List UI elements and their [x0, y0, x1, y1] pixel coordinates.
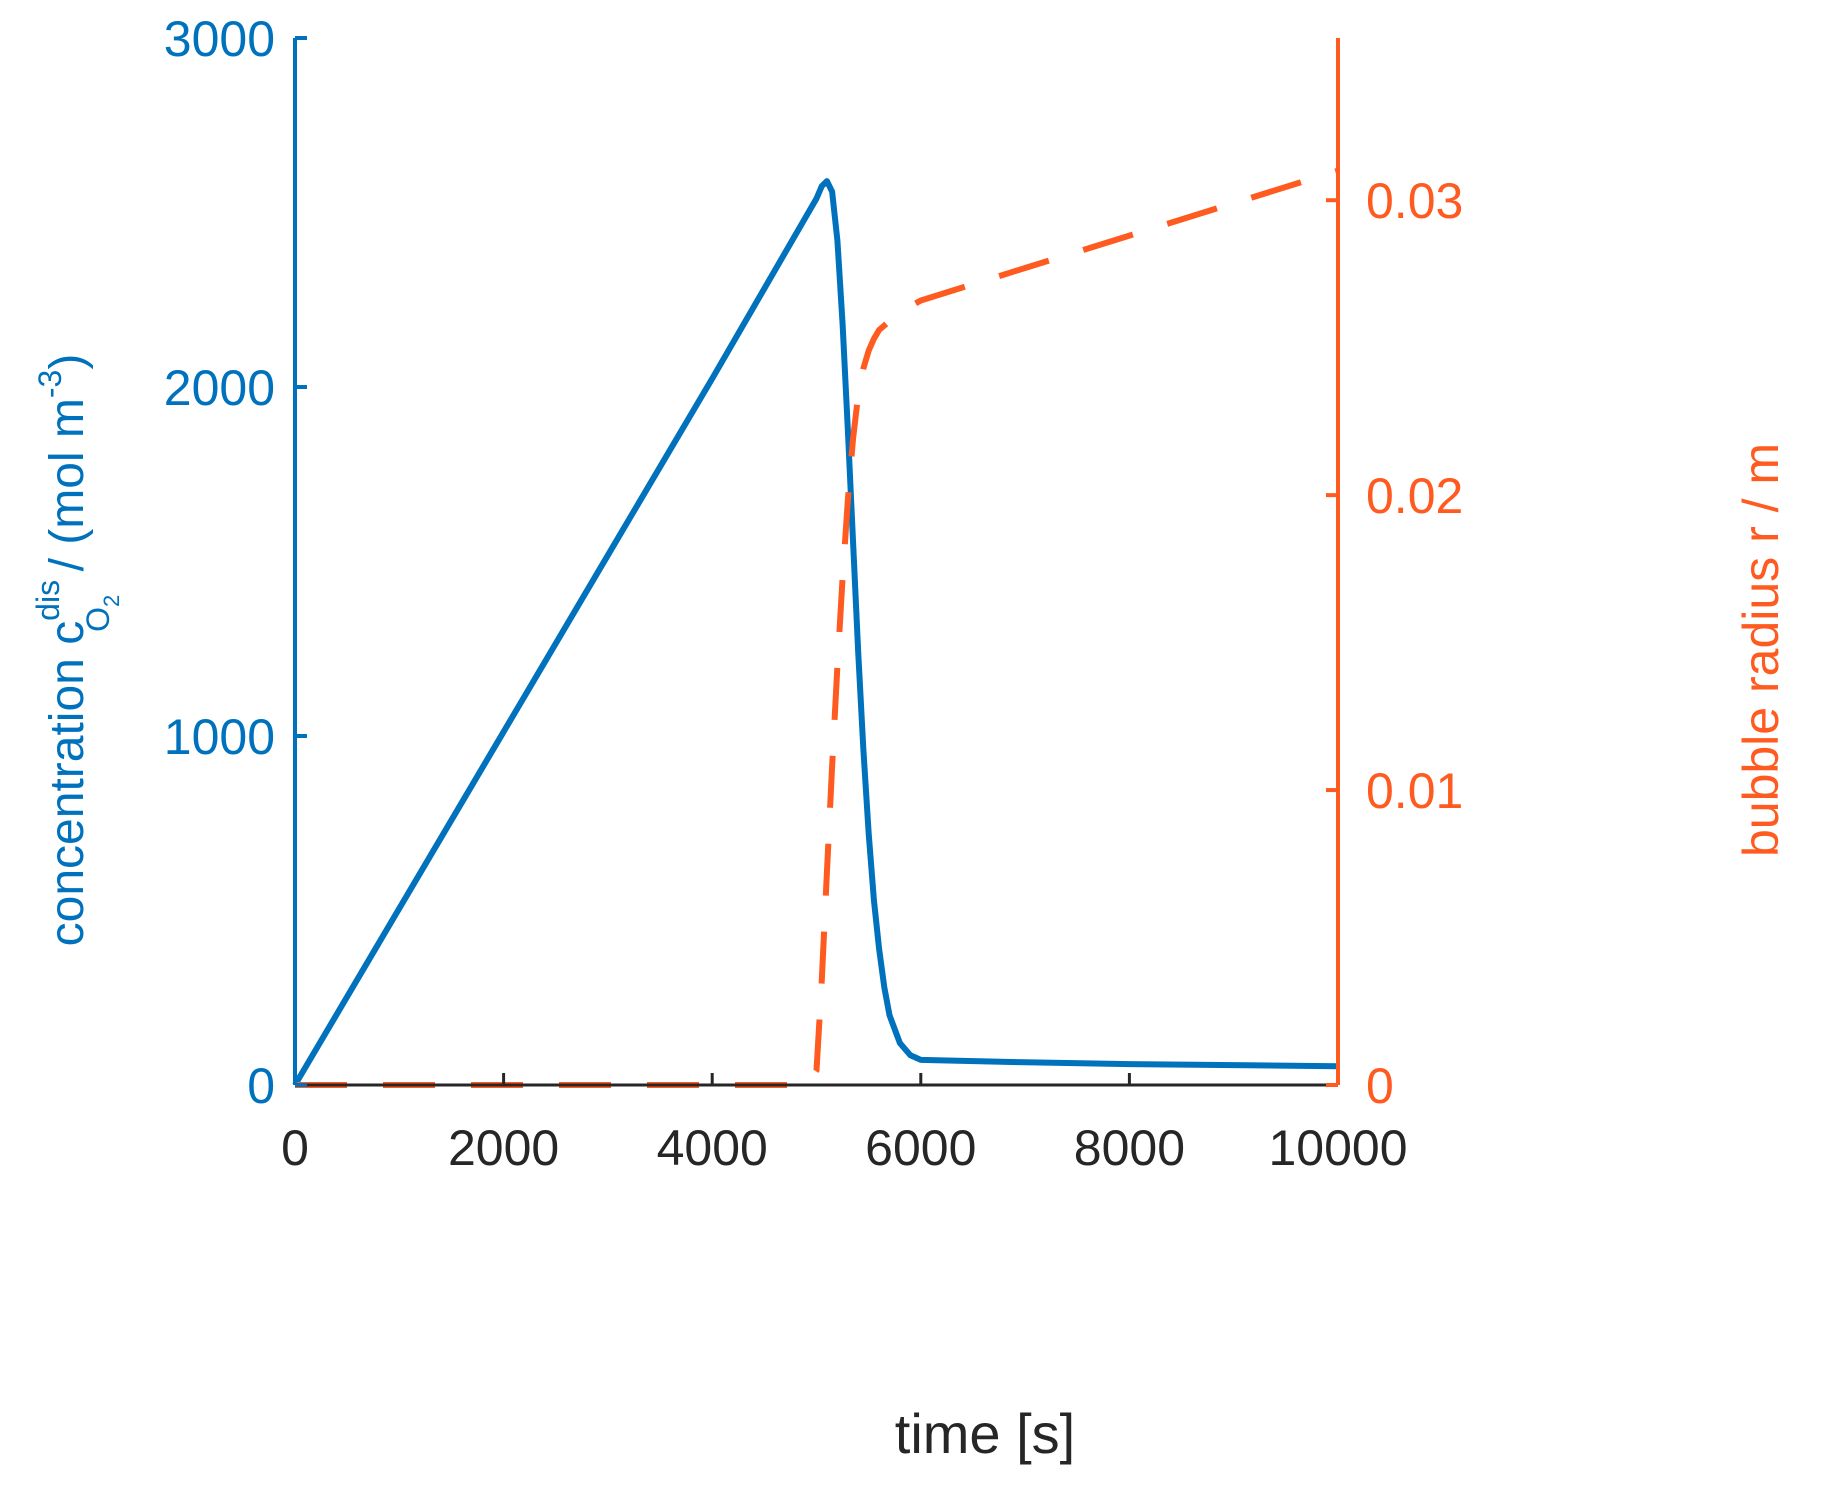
- x-tick-label: 10000: [1268, 1120, 1407, 1176]
- x-tick-label: 6000: [865, 1120, 976, 1176]
- y-left-axis-label: concentration cdis O2 / (mol m-3): [30, 354, 124, 947]
- y-left-tick-label: 0: [247, 1058, 275, 1114]
- y-right-tick-label: 0.02: [1366, 468, 1463, 524]
- bubble-radius-line: [295, 167, 1339, 1088]
- y-left-tick-label: 1000: [164, 709, 275, 765]
- y-left-label-subscript2: 2: [99, 595, 124, 607]
- y-left-tick-label: 2000: [164, 360, 275, 416]
- x-axis-label: time [s]: [895, 1402, 1075, 1465]
- y-right-tick-label: 0.01: [1366, 763, 1463, 819]
- axes-layer: 0 2000 4000 6000 8000 10000 0 1000 2000 3000 0 0.01…: [164, 11, 1464, 1176]
- x-tick-label: 0: [281, 1120, 309, 1176]
- x-tick-label: 2000: [448, 1120, 559, 1176]
- labels-layer: time [s] concentration cdis O2 / (mol m-3…: [30, 354, 1789, 1465]
- y-left-label-superscript: dis: [30, 580, 66, 621]
- x-tick-label: 8000: [1074, 1120, 1185, 1176]
- y-left-label-prefix: concentration c: [41, 621, 94, 947]
- y-right-tick-label: 0.03: [1366, 173, 1463, 229]
- y-left-label-unit-superscript: -3: [32, 370, 68, 398]
- y-left-label-suffix: / (mol m: [41, 398, 94, 585]
- series-layer: [292, 167, 1339, 1088]
- x-tick-label: 4000: [657, 1120, 768, 1176]
- y-left-tick-label: 3000: [164, 11, 275, 67]
- y-left-label-subscript: O: [80, 607, 116, 632]
- concentration-line: [292, 178, 1339, 1087]
- y-left-label-close: ): [41, 354, 94, 370]
- y-right-tick-label: 0: [1366, 1058, 1394, 1114]
- y-right-axis-label: bubble radius r / m: [1733, 443, 1789, 857]
